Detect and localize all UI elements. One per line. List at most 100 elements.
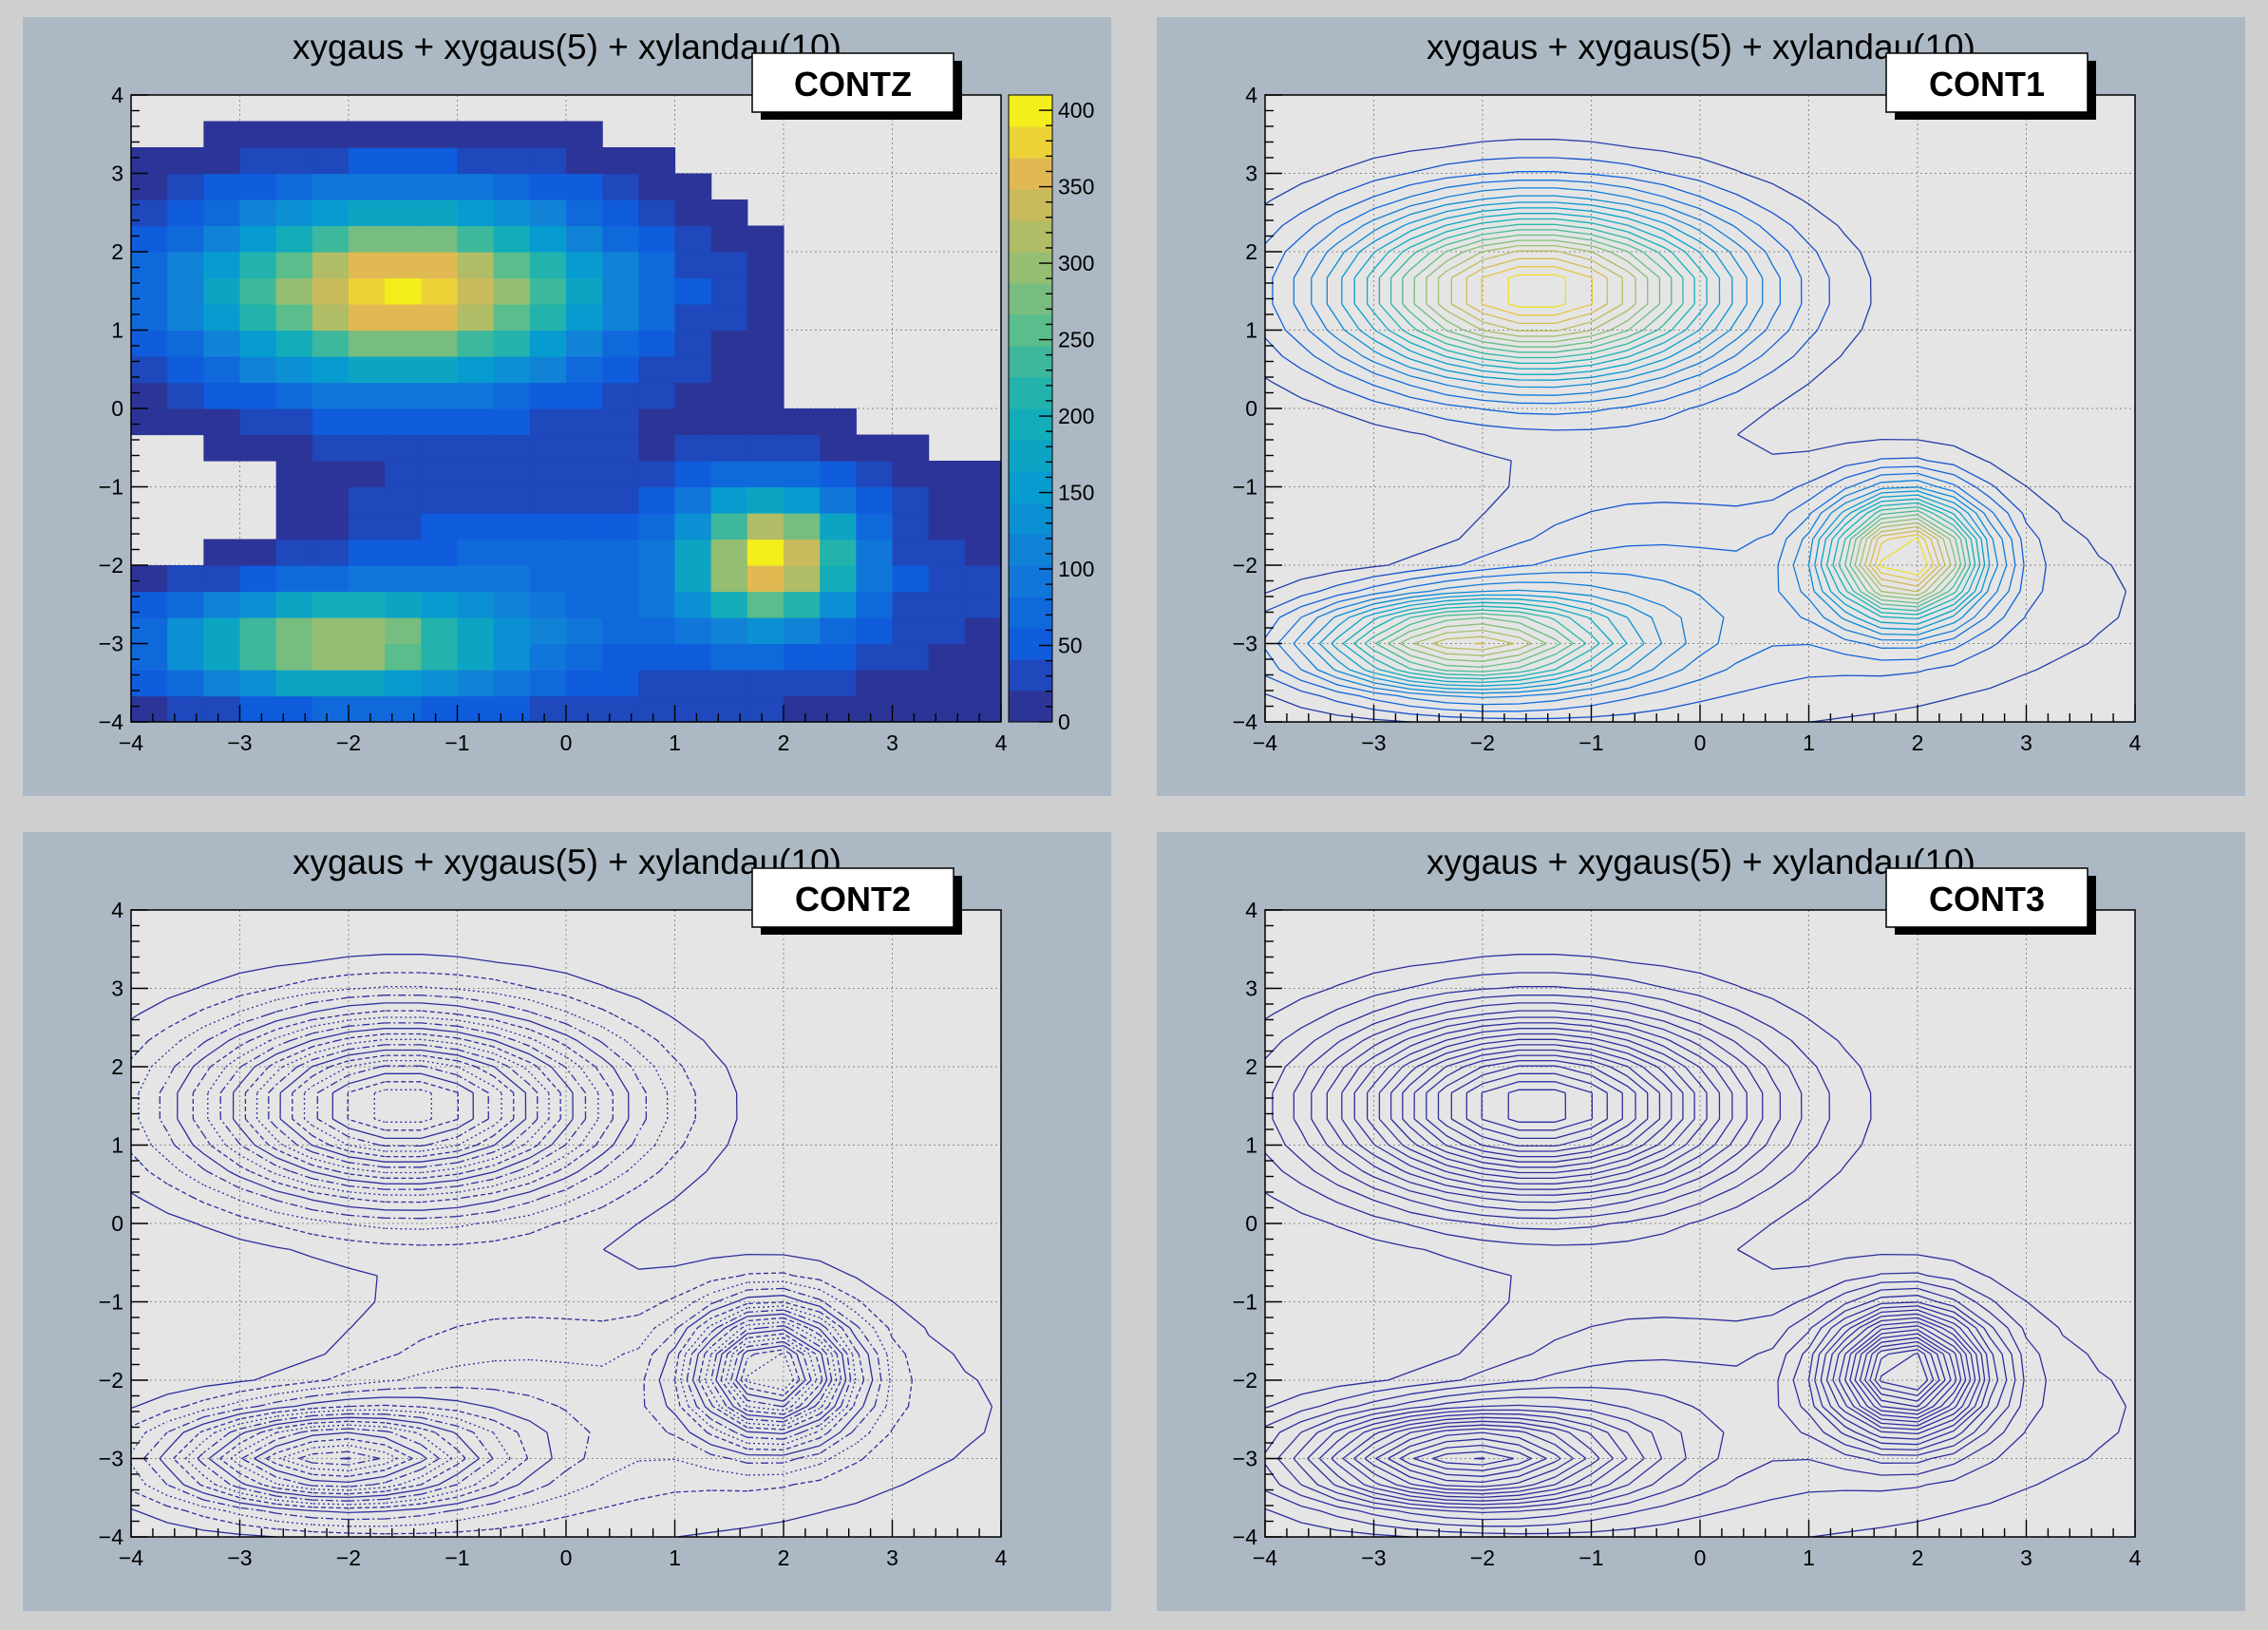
contour-cell bbox=[710, 408, 748, 436]
contour-cell bbox=[349, 277, 386, 305]
contour-cell bbox=[638, 408, 676, 436]
contour-cell bbox=[312, 277, 350, 305]
contour-cell bbox=[493, 539, 531, 566]
contour-cell bbox=[167, 670, 204, 697]
pad-cont3[interactable]: −4 −3 −2 −1 0 1 2 3 4 −4 −3 −2 −1 0 1 2 3 4 xygaus + xyga… bbox=[1157, 832, 2245, 1611]
contour-cell bbox=[421, 591, 459, 618]
contour-cell bbox=[964, 565, 1001, 593]
contour-cell bbox=[385, 539, 422, 566]
axis-ticks: −4 −3 −2 −1 0 1 2 3 4 −4 −3 −2 −1 0 1 2 3 4 bbox=[1233, 898, 2142, 1570]
pad-cont1[interactable]: −4 −3 −2 −1 0 1 2 3 4 −4 −3 −2 −1 0 1 2 3 4 xygaus + xyga… bbox=[1157, 17, 2245, 796]
contour-cell bbox=[747, 617, 784, 645]
contour-cell bbox=[493, 408, 531, 436]
contour-cell bbox=[457, 617, 495, 645]
contour-cell bbox=[493, 304, 531, 332]
contour-cell bbox=[421, 304, 459, 332]
contour-cell bbox=[275, 382, 313, 409]
y-tick-label: 2 bbox=[1245, 1054, 1257, 1079]
contour-cell bbox=[131, 173, 168, 200]
contour-cell bbox=[710, 225, 748, 253]
contour-level-6 bbox=[1307, 195, 1999, 694]
contour-cell bbox=[239, 434, 277, 462]
contour-cell bbox=[529, 513, 567, 540]
y-tick-label: −4 bbox=[99, 710, 123, 734]
contour-cell bbox=[203, 434, 241, 462]
pad-cont2[interactable]: −4 −3 −2 −1 0 1 2 3 4 −4 −3 −2 −1 0 1 2 3 4 xygaus + xyga… bbox=[23, 832, 1111, 1611]
contour-cell bbox=[529, 330, 567, 357]
contour-cell bbox=[638, 565, 676, 593]
contour-cell bbox=[421, 147, 459, 175]
contour-cell bbox=[493, 461, 531, 488]
contour-cell bbox=[820, 434, 857, 462]
axis-ticks: −4 −3 −2 −1 0 1 2 3 4 −4 −3 −2 −1 0 1 2 3 4 bbox=[99, 83, 1008, 755]
contour-level-5 bbox=[1293, 187, 2008, 699]
contour-level-17 bbox=[1465, 257, 1940, 645]
contour-cell bbox=[529, 121, 567, 148]
contour-lines bbox=[1265, 139, 2127, 722]
palette-tick-label: 200 bbox=[1058, 404, 1094, 428]
contour-cell bbox=[566, 252, 603, 279]
contour-cell bbox=[385, 670, 422, 697]
contour-cell bbox=[493, 173, 531, 200]
contour-cell bbox=[964, 539, 1001, 566]
contour-cell bbox=[421, 330, 459, 357]
contour-cell bbox=[349, 356, 386, 384]
contour-cell bbox=[710, 304, 748, 332]
contour-level-11 bbox=[230, 1038, 838, 1491]
contour-cell bbox=[784, 434, 821, 462]
contour-cell bbox=[602, 382, 639, 409]
contour-cell bbox=[239, 304, 277, 332]
contour-level-16 bbox=[298, 1065, 812, 1466]
contour-cell bbox=[131, 356, 168, 384]
contour-cell bbox=[203, 121, 241, 148]
contour-cell bbox=[385, 304, 422, 332]
contour-cell bbox=[385, 356, 422, 384]
contour-cell bbox=[710, 617, 748, 645]
contour-cell bbox=[131, 565, 168, 593]
contour-cell bbox=[493, 121, 531, 148]
y-tick-label: 4 bbox=[111, 83, 123, 107]
contour-cell bbox=[239, 330, 277, 357]
contour-cell bbox=[638, 356, 676, 384]
contour-cell bbox=[457, 695, 495, 722]
contour-cell bbox=[275, 147, 313, 175]
contour-cell bbox=[239, 670, 277, 697]
contour-level-6 bbox=[173, 1010, 865, 1509]
contour-level-4 bbox=[142, 995, 882, 1521]
x-tick-label: −1 bbox=[444, 730, 469, 755]
contour-cell bbox=[602, 147, 639, 175]
contour-cell bbox=[457, 277, 495, 305]
x-tick-label: −2 bbox=[1470, 1545, 1495, 1570]
x-tick-label: 2 bbox=[778, 730, 790, 755]
contour-cell bbox=[602, 670, 639, 697]
contour-cell bbox=[674, 539, 712, 566]
contour-cell bbox=[203, 539, 241, 566]
contour-cell bbox=[856, 591, 894, 618]
contour-cell bbox=[710, 539, 748, 566]
x-tick-label: −1 bbox=[1578, 1545, 1603, 1570]
contour-cell bbox=[421, 356, 459, 384]
contour-cell bbox=[602, 356, 639, 384]
contour-cell bbox=[602, 252, 639, 279]
contour-level-14 bbox=[1399, 239, 1957, 662]
contour-level-18 bbox=[347, 1081, 801, 1396]
contour-cell bbox=[638, 617, 676, 645]
contour-cell bbox=[674, 591, 712, 618]
contour-level-17 bbox=[331, 1072, 806, 1460]
contour-cell bbox=[275, 461, 313, 488]
contour-cell bbox=[892, 591, 930, 618]
x-tick-label: −1 bbox=[1578, 730, 1603, 755]
contour-cell bbox=[421, 617, 459, 645]
contour-cell bbox=[275, 252, 313, 279]
palette-band bbox=[1009, 252, 1052, 284]
contour-cell bbox=[312, 121, 350, 148]
contour-level-18 bbox=[1481, 266, 1935, 581]
contour-level-3 bbox=[1265, 986, 2025, 1527]
contour-cell bbox=[493, 434, 531, 462]
contour-cell bbox=[385, 617, 422, 645]
x-tick-label: 2 bbox=[778, 1545, 790, 1570]
pad-contz[interactable]: −4 −3 −2 −1 0 1 2 3 4 −4 −3 −2 −1 0 1 2 3 4 0 50 100 150 200 2… bbox=[23, 17, 1111, 796]
contour-cell bbox=[203, 408, 241, 436]
contour-cell bbox=[964, 695, 1001, 722]
color-palette: 0 50 100 150 200 250 300 350 400 bbox=[1008, 94, 1094, 734]
